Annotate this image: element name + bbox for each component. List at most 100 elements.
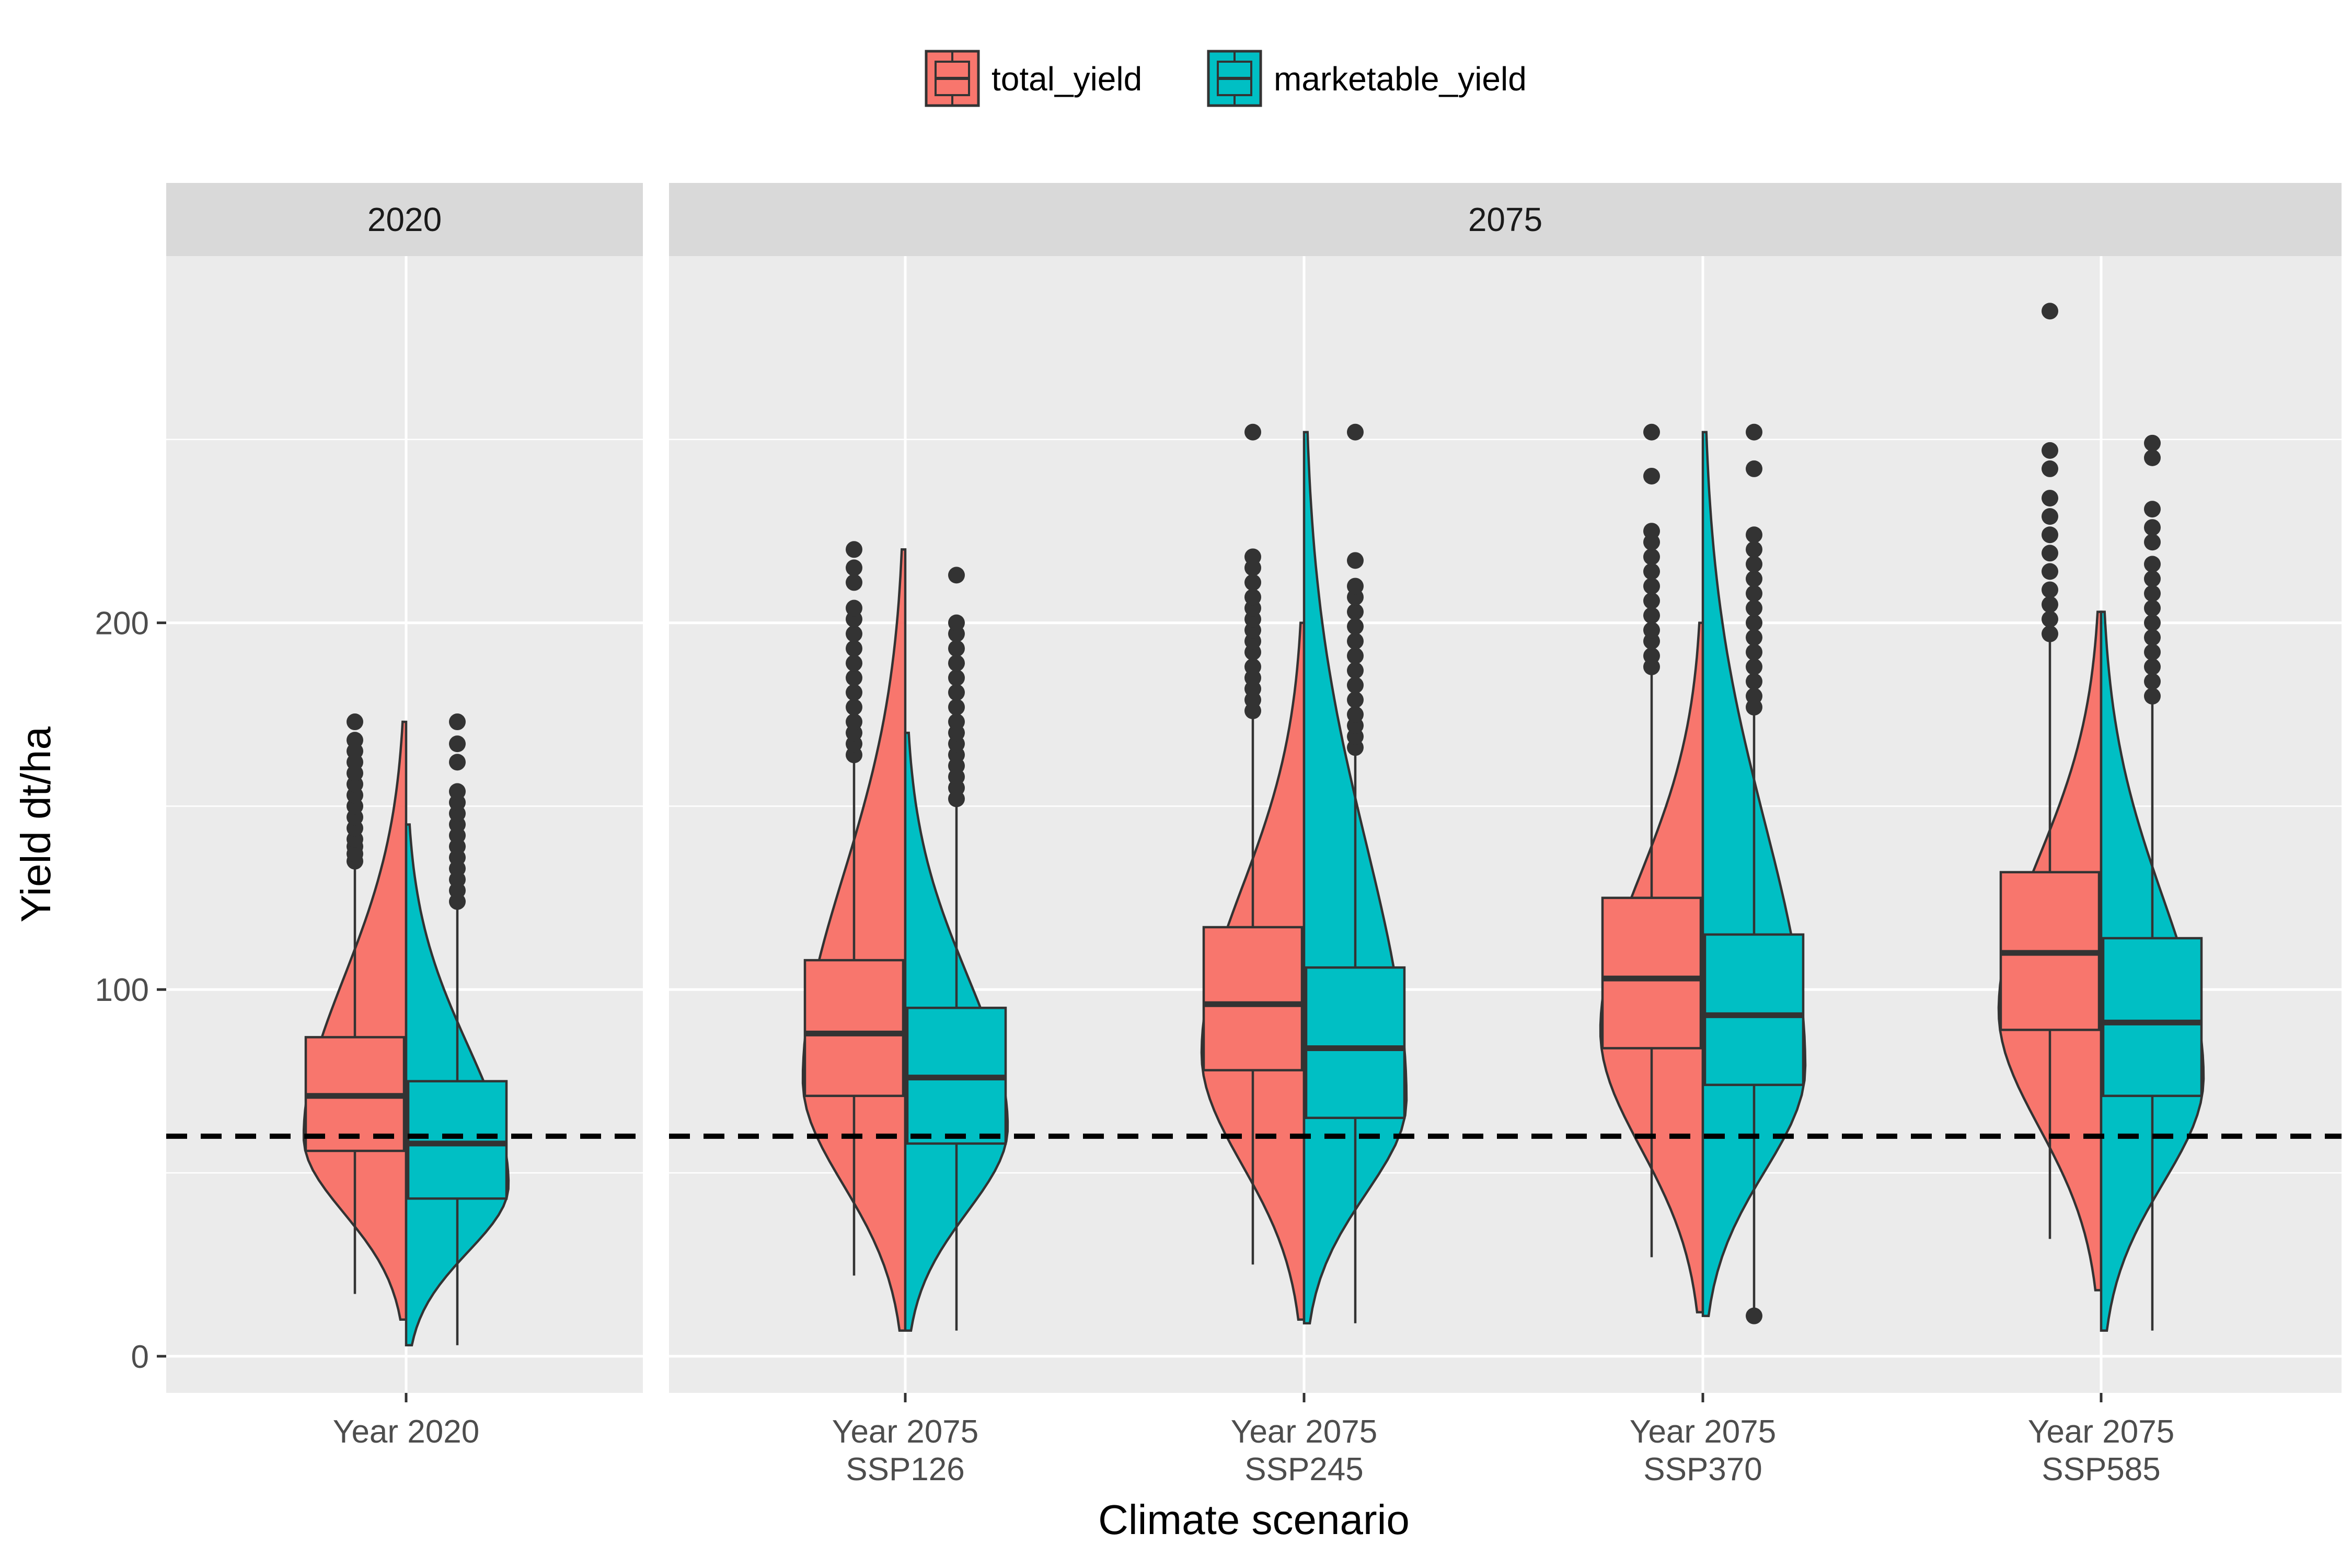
outlier-point: [1643, 578, 1660, 595]
outlier-point: [2042, 460, 2058, 477]
x-tick-label-line: SSP245: [1244, 1451, 1364, 1488]
outlier-point: [1347, 632, 1364, 650]
x-tick-label-line: Year 2020: [333, 1414, 479, 1450]
facet-strip-2020: [166, 183, 643, 256]
x-tick-label-line: SSP585: [2042, 1451, 2161, 1488]
outlier-point: [846, 599, 862, 617]
outlier-point: [1347, 676, 1364, 694]
x-tick-label-line: SSP126: [846, 1451, 965, 1488]
outlier-point: [2042, 610, 2058, 628]
outlier-point: [1347, 691, 1364, 708]
outlier-point: [846, 640, 862, 657]
x-tick-label: Year 2020: [333, 1414, 479, 1450]
outlier-point: [1643, 423, 1660, 441]
x-tick-label: Year 2075 SSP245: [1231, 1414, 1377, 1488]
outlier-point: [1746, 526, 1762, 544]
outlier-point: [846, 684, 862, 701]
outlier-point: [1746, 423, 1762, 441]
outlier-point: [846, 654, 862, 672]
outlier-point: [846, 713, 862, 731]
outlier-point: [1347, 578, 1364, 595]
outlier-point: [2144, 643, 2161, 661]
outlier-point: [846, 698, 862, 716]
outlier-point: [1347, 618, 1364, 635]
outlier-point: [1244, 423, 1261, 441]
box-marketable_yield-3: [1703, 933, 1805, 1086]
outlier-point: [1244, 548, 1261, 566]
outlier-point: [1746, 541, 1762, 558]
outlier-point: [347, 732, 363, 749]
outlier-point: [948, 669, 965, 686]
x-tick-label: Year 2075 SSP585: [2028, 1414, 2174, 1488]
facet-strip-label-2020: 2020: [367, 201, 442, 238]
outlier-point: [1244, 658, 1261, 675]
outlier-point: [1746, 629, 1762, 646]
legend-label-total_yield: total_yield: [991, 60, 1142, 98]
outlier-point: [1643, 563, 1660, 580]
legend-entry-marketable_yield: marketable_yield: [1207, 50, 1527, 107]
outlier-point: [2144, 501, 2161, 518]
facet-strip-label-2075: 2075: [1468, 201, 1542, 238]
outlier-point: [449, 735, 466, 753]
outlier-point: [1746, 1307, 1762, 1324]
outlier-point: [1643, 647, 1660, 664]
outlier-point: [2144, 434, 2161, 452]
outlier-point: [948, 614, 965, 631]
outlier-point: [449, 754, 466, 771]
box-marketable_yield-4: [2102, 937, 2203, 1097]
outlier-point: [2144, 687, 2161, 705]
x-axis-title: Climate scenario: [1098, 1496, 1410, 1543]
facet-strip-2075: [669, 183, 2342, 256]
outlier-point: [2042, 303, 2058, 320]
outlier-point: [1746, 585, 1762, 602]
boxplots: [304, 641, 2203, 1345]
outlier-point: [2042, 490, 2058, 507]
outlier-points: [347, 303, 2161, 1324]
box-marketable_yield-2: [1305, 966, 1406, 1120]
outlier-point: [2144, 570, 2161, 587]
outlier-point: [1746, 687, 1762, 705]
outlier-point: [2042, 526, 2058, 544]
outlier-point: [1746, 556, 1762, 573]
outlier-point: [846, 574, 862, 591]
outlier-point: [1746, 673, 1762, 690]
x-tick-label-line: Year 2075: [2028, 1414, 2174, 1450]
outlier-point: [1746, 643, 1762, 661]
box-total_yield-1: [803, 959, 905, 1097]
x-tick-label-line: Year 2075: [1231, 1414, 1377, 1450]
outlier-point: [2144, 556, 2161, 573]
outlier-point: [846, 559, 862, 577]
outlier-point: [948, 654, 965, 672]
outlier-point: [2042, 596, 2058, 613]
outlier-point: [1643, 607, 1660, 624]
outlier-point: [1244, 589, 1261, 606]
outlier-point: [1746, 460, 1762, 477]
outlier-point: [2144, 449, 2161, 466]
outlier-point: [1746, 570, 1762, 587]
x-tick-label: Year 2075 SSP370: [1630, 1414, 1776, 1488]
outlier-point: [2144, 658, 2161, 675]
outlier-point: [1643, 621, 1660, 639]
y-axis-title: Yield dt/ha: [13, 726, 59, 923]
outlier-point: [948, 567, 965, 584]
box-marketable_yield-0: [407, 1080, 508, 1200]
outlier-point: [1347, 647, 1364, 664]
outlier-point: [2144, 519, 2161, 536]
x-tick-label-line: Year 2075: [1630, 1414, 1776, 1450]
outlier-point: [2144, 614, 2161, 631]
outlier-point: [1746, 614, 1762, 631]
outlier-point: [449, 713, 466, 731]
outlier-point: [2042, 545, 2058, 562]
outlier-point: [1244, 574, 1261, 591]
outlier-point: [846, 669, 862, 686]
outlier-point: [2042, 625, 2058, 642]
outlier-point: [2042, 581, 2058, 598]
outlier-point: [1347, 552, 1364, 569]
outlier-point: [2042, 563, 2058, 580]
outlier-point: [1347, 423, 1364, 441]
outlier-point: [2144, 534, 2161, 551]
outlier-point: [948, 713, 965, 731]
outlier-point: [2144, 599, 2161, 617]
